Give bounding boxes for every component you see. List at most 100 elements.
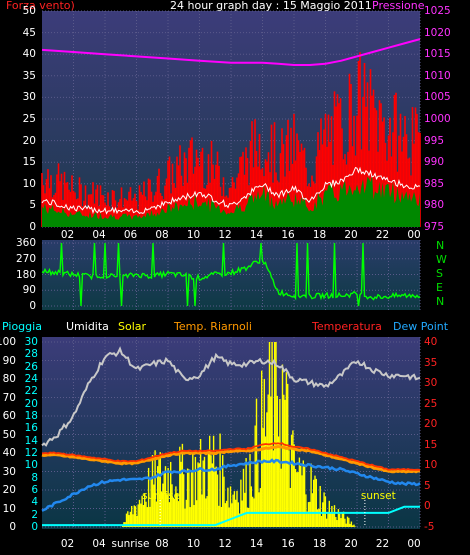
wind-tick-label: 50 xyxy=(22,5,36,17)
sunset-label: sunset xyxy=(360,490,396,502)
direction-label-e: E xyxy=(436,281,443,294)
pressure-tick-label: 1005 xyxy=(424,91,451,104)
solar-tick-label: 20 xyxy=(24,397,38,410)
wind-tick-label: 45 xyxy=(22,26,36,39)
x-tick-label: 02 xyxy=(60,229,75,241)
windchill-line xyxy=(41,444,421,474)
x-tick-label-bottom: 18 xyxy=(312,538,327,550)
temperature-tick-label: 40 xyxy=(424,336,438,348)
humidity-tick-label: 50 xyxy=(2,428,16,441)
direction-tick-label: 180 xyxy=(15,268,36,281)
humidity-tick-label: 40 xyxy=(2,447,16,459)
wind-direction-line xyxy=(41,242,421,307)
temperature-tick-label: 25 xyxy=(424,397,438,410)
x-tick-label-bottom: 20 xyxy=(344,538,358,550)
direction-tick-label: 270 xyxy=(15,252,36,265)
legend-rain: Pioggia xyxy=(2,320,42,333)
x-tick-label: 20 xyxy=(344,229,358,241)
humidity-tick-label: 0 xyxy=(9,521,16,533)
humidity-tick-label: 20 xyxy=(2,484,16,496)
x-tick-label: 06 xyxy=(123,229,138,241)
wind-tick-label: 40 xyxy=(22,48,36,61)
x-tick-label: 14 xyxy=(249,229,264,241)
solar-tick-label: 10 xyxy=(24,459,38,472)
temperature-line xyxy=(41,442,421,471)
humidity-tick-label: 100 xyxy=(0,336,16,348)
solar-tick-label: 16 xyxy=(24,422,38,435)
x-tick-label-bottom: 00 xyxy=(407,538,421,550)
temperature-tick-label: 35 xyxy=(424,356,438,369)
temperature-tick-label: 15 xyxy=(424,438,438,451)
direction-label-w: W xyxy=(436,253,447,266)
humidity-tick-label: 80 xyxy=(2,373,16,385)
dewpoint-line xyxy=(41,458,421,512)
x-tick-label-bottom: 16 xyxy=(281,538,295,550)
x-tick-label-bottom: 14 xyxy=(249,538,264,550)
humidity-tick-label: 10 xyxy=(2,502,16,515)
solar-tick-label: 28 xyxy=(24,348,38,361)
humidity-tick-label: 60 xyxy=(2,410,16,422)
pressure-tick-label: 985 xyxy=(424,177,445,190)
wind-tick-label: 5 xyxy=(29,199,36,212)
wind-tick-label: 35 xyxy=(22,69,36,82)
x-tick-label-bottom: 08 xyxy=(155,538,169,550)
solar-tick-label: 26 xyxy=(24,360,38,373)
solar-tick-label: 12 xyxy=(24,447,38,459)
x-tick-label: 04 xyxy=(92,229,106,241)
rain-line xyxy=(42,505,420,527)
legend-temperature: Temperatura xyxy=(312,320,382,333)
humidity-line xyxy=(41,346,421,447)
legend-humidity: Umidita xyxy=(66,320,109,333)
humidity-tick-label: 90 xyxy=(2,354,16,367)
sunrise-label: sunrise xyxy=(142,490,181,502)
wind-tick-label: 30 xyxy=(22,91,36,104)
pressure-tick-label: 990 xyxy=(424,156,445,169)
direction-tick-label: 0 xyxy=(29,300,36,312)
solar-tick-label: 14 xyxy=(24,434,38,447)
chart-title: 24 hour graph day : 15 Maggio 2011 xyxy=(170,0,372,12)
x-tick-label-bottom: sunrise xyxy=(111,538,150,550)
solar-tick-label: 22 xyxy=(24,385,38,398)
pressure-tick-label: 1015 xyxy=(424,48,451,61)
direction-tick-label: 90 xyxy=(22,284,36,297)
wind-average-line xyxy=(41,166,421,215)
solar-tick-label: 24 xyxy=(24,373,38,385)
pressure-tick-label: 980 xyxy=(424,199,445,212)
temperature-tick-label: 30 xyxy=(424,377,438,390)
humidity-tick-label: 70 xyxy=(2,391,16,404)
direction-tick-label: 360 xyxy=(15,237,36,249)
legend-windchill: Temp. Riarnoli xyxy=(174,320,252,333)
wind-tick-label: 20 xyxy=(22,134,36,147)
solar-tick-label: 0 xyxy=(31,521,38,533)
pressure-tick-label: 1025 xyxy=(424,5,451,17)
pressure-tick-label: 1020 xyxy=(424,26,451,39)
x-tick-label-bottom: 04 xyxy=(92,538,106,550)
solar-tick-label: 30 xyxy=(24,336,38,348)
x-tick-label: 08 xyxy=(155,229,169,241)
temperature-tick-label: 10 xyxy=(424,459,438,472)
solar-tick-label: 8 xyxy=(31,471,38,484)
legend-dewpoint: Dew Point xyxy=(393,320,449,333)
solar-tick-label: 2 xyxy=(31,508,38,521)
x-tick-label-bottom: 22 xyxy=(375,538,390,550)
x-tick-label-bottom: 12 xyxy=(218,538,232,550)
temperature-tick-label: -5 xyxy=(424,521,435,533)
wind-tick-label: 15 xyxy=(22,156,36,169)
temperature-tick-label: 5 xyxy=(424,479,431,492)
wind-tick-label: 25 xyxy=(22,113,36,125)
wind-tick-label: 10 xyxy=(22,177,36,190)
wind-tick-label: 0 xyxy=(29,221,36,233)
pressure-tick-label: 995 xyxy=(424,134,445,147)
solar-tick-label: 6 xyxy=(31,484,38,496)
x-tick-label-bottom: 02 xyxy=(60,538,75,550)
legend-solar: Solar xyxy=(118,320,147,333)
temperature-tick-label: 20 xyxy=(424,418,438,431)
direction-label-s: S xyxy=(436,267,443,280)
direction-label-n-bottom: N xyxy=(436,295,445,308)
pressure-axis-title: Pressione xyxy=(372,0,425,12)
pressure-tick-label: 975 xyxy=(424,221,445,233)
solar-tick-label: 18 xyxy=(24,410,38,422)
x-tick-label-bottom: 10 xyxy=(186,538,201,550)
